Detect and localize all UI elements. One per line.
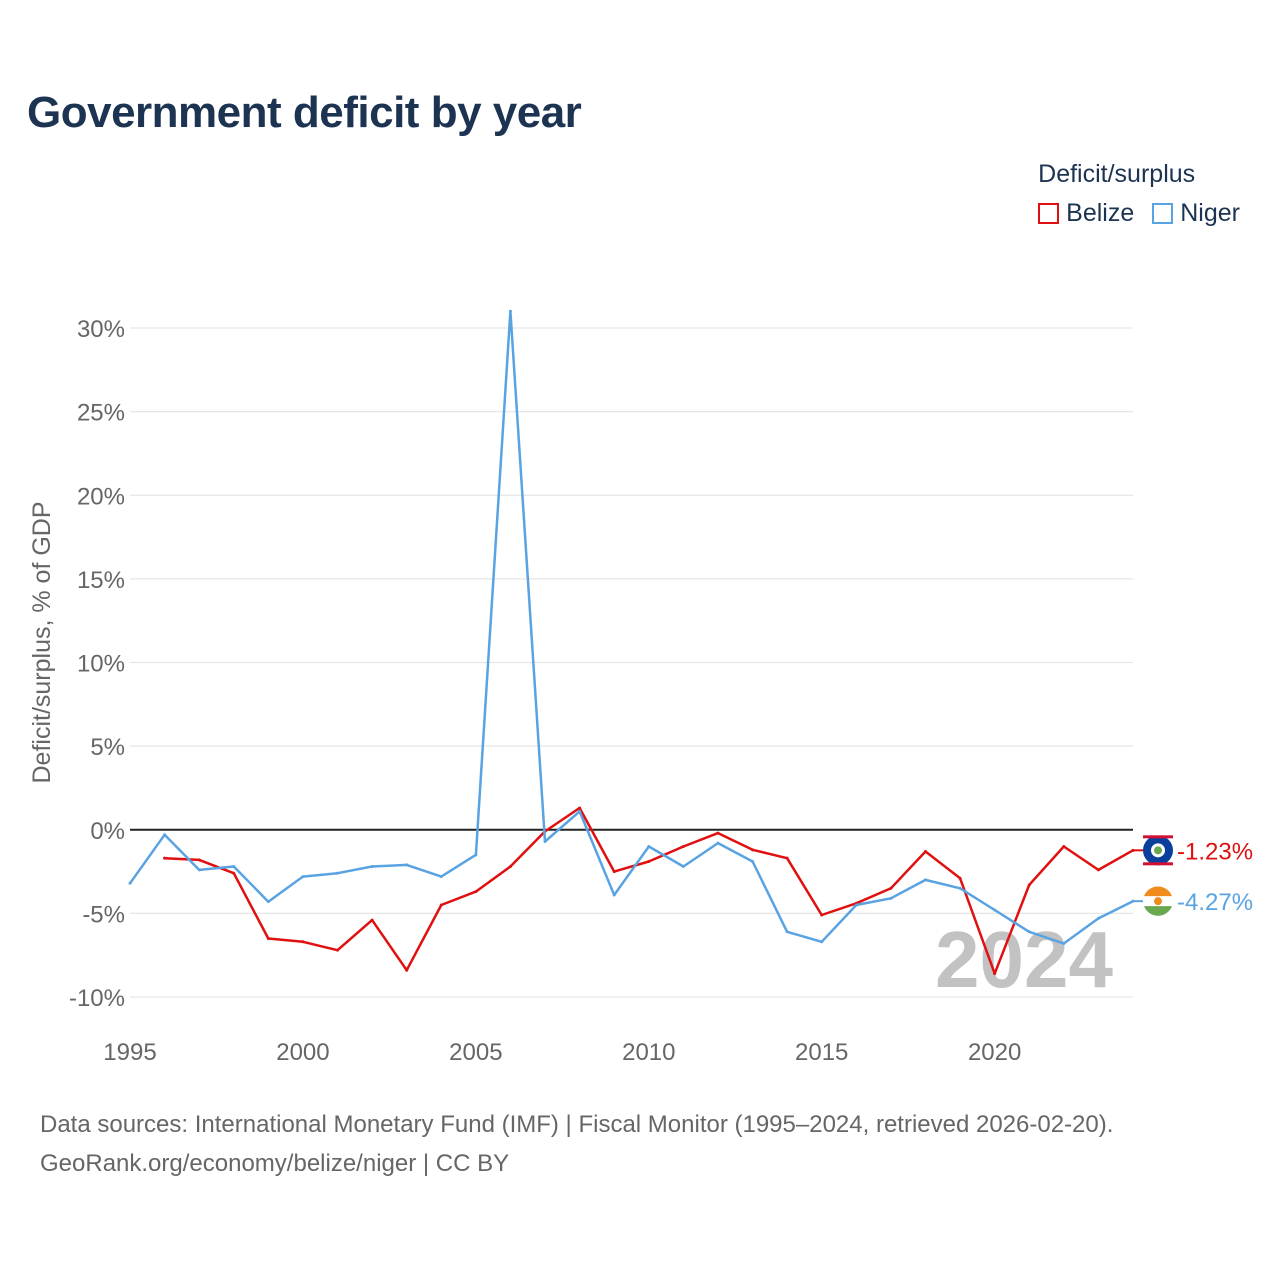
data-point-niger (405, 863, 409, 867)
data-point-belize (993, 972, 997, 976)
series-points-niger (128, 309, 1135, 945)
data-point-niger (197, 868, 201, 872)
data-point-niger (1027, 930, 1031, 934)
data-point-belize (336, 948, 340, 952)
x-tick-label: 2000 (276, 1039, 329, 1066)
legend-item-niger[interactable]: Niger (1152, 199, 1240, 228)
y-tick-label: 5% (90, 734, 125, 761)
flag-belize-stripe-bottom (1143, 862, 1173, 866)
x-tick-label: 2010 (622, 1039, 675, 1066)
data-point-niger (543, 839, 547, 843)
data-point-niger (681, 865, 685, 869)
data-point-belize (163, 856, 167, 860)
data-point-niger (993, 908, 997, 912)
chart-title: Government deficit by year (27, 88, 582, 137)
data-point-belize (266, 936, 270, 940)
y-tick-label: -10% (69, 985, 125, 1012)
data-point-belize (439, 903, 443, 907)
data-point-belize (1062, 844, 1066, 848)
data-point-belize (958, 876, 962, 880)
data-point-belize (681, 844, 685, 848)
source-line-1[interactable]: Data sources: International Monetary Fun… (40, 1111, 1114, 1138)
source-note: Data sources: International Monetary Fun… (40, 1105, 1113, 1183)
flag-niger-sun (1154, 897, 1162, 906)
x-tick-label: 2020 (968, 1039, 1021, 1066)
end-value-label-belize: -1.23% (1177, 838, 1253, 865)
x-tick-label: 1995 (103, 1039, 156, 1066)
data-point-niger (1062, 941, 1066, 945)
y-tick-label: 20% (77, 483, 125, 510)
data-point-belize (232, 871, 236, 875)
data-point-belize (301, 940, 305, 944)
data-point-belize (785, 856, 789, 860)
data-point-belize (197, 858, 201, 862)
data-point-niger (474, 853, 478, 857)
y-axis-label: Deficit/surplus, % of GDP (28, 501, 56, 783)
legend-item-belize[interactable]: Belize (1038, 199, 1134, 228)
data-point-belize (508, 865, 512, 869)
data-point-niger (301, 875, 305, 879)
data-point-niger (163, 833, 167, 837)
data-point-niger (578, 809, 582, 813)
data-point-niger (232, 865, 236, 869)
y-tick-label: 10% (77, 651, 125, 678)
data-point-belize (647, 860, 651, 864)
y-tick-label: 0% (90, 818, 125, 845)
data-point-niger (923, 878, 927, 882)
y-tick-label: -5% (82, 901, 125, 928)
legend: Deficit/surplus Belize Niger (1038, 160, 1240, 228)
flag-belize-stripe-top (1143, 835, 1173, 839)
data-point-belize (612, 870, 616, 874)
data-point-belize (889, 886, 893, 890)
data-point-niger (751, 860, 755, 864)
x-tick-label: 2015 (795, 1039, 848, 1066)
data-point-niger (889, 896, 893, 900)
y-tick-label: 30% (77, 316, 125, 343)
x-tick-label: 2005 (449, 1039, 502, 1066)
legend-swatch-niger (1152, 203, 1174, 224)
data-point-niger (266, 900, 270, 904)
data-point-belize (405, 968, 409, 972)
flag-niger-orange-band (1144, 886, 1172, 897)
legend-swatch-belize (1038, 203, 1060, 224)
data-point-niger (647, 844, 651, 848)
data-point-belize (820, 913, 824, 917)
data-point-belize (578, 806, 582, 810)
data-point-niger (612, 893, 616, 897)
data-point-belize (370, 918, 374, 922)
end-value-label-niger: -4.27% (1177, 889, 1253, 916)
data-point-niger (716, 841, 720, 845)
data-point-niger (336, 871, 340, 875)
data-point-niger (128, 881, 132, 885)
data-point-belize (1096, 868, 1100, 872)
legend-label-niger: Niger (1180, 199, 1240, 227)
series-line-niger (128, 310, 1134, 945)
data-point-belize (474, 890, 478, 894)
data-point-niger (508, 309, 512, 313)
data-point-belize (751, 848, 755, 852)
data-point-niger (785, 930, 789, 934)
source-line-2[interactable]: GeoRank.org/economy/belize/niger | CC BY (40, 1150, 510, 1177)
data-point-niger (1096, 916, 1100, 920)
y-tick-label: 25% (77, 400, 125, 427)
line-chart: -10% -5% 0% 5% 10% 15% 20% 25% 30% 1995 2000 2005 20… (28, 309, 1253, 1066)
y-tick-label: 15% (77, 567, 125, 594)
legend-label-belize: Belize (1066, 199, 1135, 227)
data-point-belize (923, 849, 927, 853)
data-point-niger (820, 940, 824, 944)
data-point-niger (370, 865, 374, 869)
data-point-belize (1027, 883, 1031, 887)
flag-niger-green-band (1144, 906, 1172, 916)
legend-title: Deficit/surplus (1038, 160, 1196, 188)
data-point-niger (439, 875, 443, 879)
data-point-niger (958, 886, 962, 890)
data-point-belize (716, 831, 720, 835)
data-point-niger (854, 903, 858, 907)
flag-belize-emblem-inner (1154, 846, 1162, 855)
